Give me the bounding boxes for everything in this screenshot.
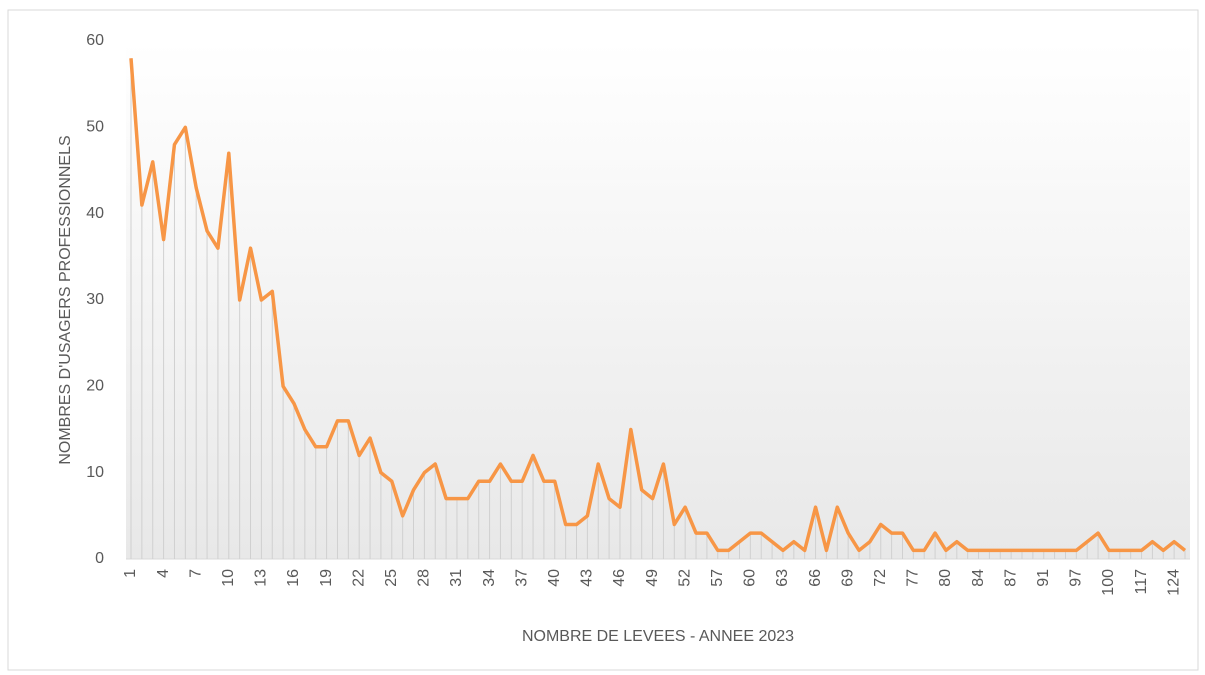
- x-tick-label: 72: [872, 569, 889, 587]
- y-tick-label: 30: [86, 291, 104, 308]
- x-tick-label: 43: [579, 569, 596, 587]
- x-tick-label: 16: [285, 569, 302, 587]
- x-axis-title: NOMBRE DE LEVEES - ANNEE 2023: [522, 628, 794, 645]
- y-axis-title: NOMBRES D'USAGERS PROFESSIONNELS: [57, 135, 74, 464]
- x-tick-label: 100: [1100, 569, 1117, 596]
- y-tick-label: 10: [86, 464, 104, 481]
- x-tick-label: 49: [644, 569, 661, 587]
- x-tick-label: 4: [155, 569, 172, 578]
- x-tick-label: 117: [1133, 569, 1150, 595]
- x-tick-label: 7: [187, 569, 204, 578]
- x-tick-label: 124: [1165, 569, 1182, 596]
- y-tick-label: 20: [86, 378, 104, 395]
- x-tick-label: 87: [1002, 569, 1019, 587]
- y-tick-label: 50: [86, 119, 104, 136]
- x-tick-label: 25: [383, 569, 400, 587]
- data-line: [129, 58, 1187, 553]
- x-tick-label: 46: [611, 569, 628, 587]
- x-tick-label: 37: [513, 569, 530, 587]
- x-tick-label: 84: [970, 569, 987, 587]
- x-tick-label: 13: [253, 569, 270, 587]
- y-tick-label: 60: [86, 32, 104, 49]
- x-tick-label: 63: [774, 569, 791, 587]
- x-tick-label: 69: [839, 569, 856, 587]
- y-tick-label: 40: [86, 205, 104, 222]
- x-tick-label: 77: [905, 569, 922, 587]
- x-tick-label: 34: [481, 569, 498, 587]
- x-tick-label: 40: [546, 569, 563, 587]
- x-tick-label: 60: [742, 569, 759, 587]
- x-tick-label: 22: [350, 569, 367, 587]
- x-tick-label: 66: [807, 569, 824, 587]
- x-tick-label: 10: [220, 569, 237, 587]
- x-tick-label: 80: [937, 569, 954, 587]
- x-tick-label: 52: [676, 569, 693, 587]
- x-tick-label: 97: [1068, 569, 1085, 587]
- y-tick-label: 0: [95, 550, 104, 567]
- x-tick-label: 91: [1035, 569, 1052, 587]
- x-tick-label: 31: [448, 569, 465, 587]
- plot-area: [126, 41, 1190, 559]
- x-tick-label: 28: [416, 569, 433, 587]
- x-tick-label: 1: [122, 569, 139, 578]
- x-tick-label: 57: [709, 569, 726, 587]
- x-tick-label: 19: [318, 569, 335, 587]
